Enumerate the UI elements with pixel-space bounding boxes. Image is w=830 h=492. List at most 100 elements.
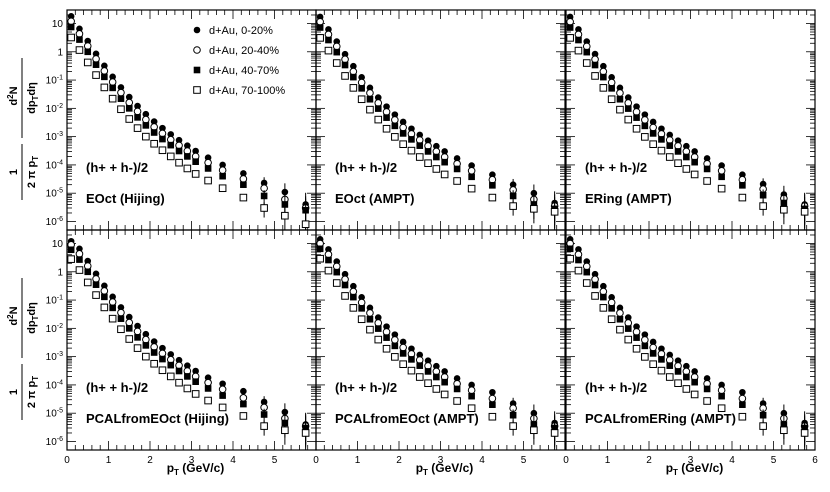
data-point (167, 361, 175, 369)
data-point (441, 368, 448, 375)
data-point (159, 344, 166, 352)
data-point (117, 84, 125, 91)
data-point (424, 137, 432, 144)
data-point (408, 125, 415, 133)
data-point (433, 153, 440, 161)
data-point (219, 161, 226, 169)
data-point (366, 105, 374, 114)
data-point (509, 411, 517, 419)
data-point (109, 73, 116, 81)
data-point (399, 350, 407, 357)
data-point (616, 84, 624, 92)
data-point (316, 254, 324, 263)
data-point (239, 412, 248, 420)
series-2 (566, 17, 809, 226)
panel-1: 10-6 10-5 10-4 10-3 10-2 10-1 1 10 (h+ + h-)/2 EO… (46, 9, 317, 231)
panel-6: 0 1 2 3 4 5 6 (h+ + h-)/2 PCALfromERing (AMPT) (563, 229, 818, 466)
data-point (219, 392, 226, 399)
data-point (374, 335, 383, 344)
data-point (399, 338, 407, 346)
data-point (407, 146, 416, 155)
x-tick-label: 2 (147, 455, 153, 466)
series-3 (67, 23, 309, 230)
data-point (624, 335, 633, 344)
data-point (780, 426, 788, 435)
x-tick-label: 1 (106, 455, 112, 466)
data-point (101, 62, 108, 70)
series-4 (316, 254, 559, 450)
series-3 (316, 24, 558, 229)
y-label-den2: dpTdη (26, 302, 40, 334)
data-point (341, 275, 349, 284)
data-point (575, 246, 582, 253)
data-point (192, 158, 199, 165)
data-point (101, 73, 108, 81)
data-point (416, 142, 424, 149)
data-point (125, 335, 134, 343)
data-point (175, 141, 183, 150)
data-point (239, 394, 248, 402)
data-point (424, 368, 432, 375)
data-point (415, 373, 424, 381)
data-point (649, 130, 657, 137)
data-point (633, 114, 640, 121)
data-point (666, 131, 674, 139)
data-point (383, 103, 390, 110)
data-point (192, 378, 199, 385)
legend-label: d+Au, 0-20% (209, 25, 273, 37)
data-point (591, 292, 599, 300)
data-point (358, 85, 365, 92)
data-point (416, 351, 424, 359)
data-point (674, 368, 682, 375)
data-point (159, 135, 166, 143)
legend-marker (193, 66, 201, 74)
data-point (92, 50, 100, 58)
data-point (690, 170, 699, 179)
data-point (509, 192, 517, 200)
data-point (382, 328, 391, 336)
data-point (624, 105, 632, 112)
data-point (324, 266, 333, 275)
data-point (658, 356, 665, 363)
data-point (759, 202, 767, 210)
x-tick-label: 4 (230, 455, 236, 466)
data-point (383, 114, 390, 121)
data-point (566, 24, 574, 31)
data-point (240, 387, 247, 395)
panel-5: 0 1 2 3 4 5 (h+ + h-)/2 PCALfromEOct (AMPT) (313, 229, 566, 466)
data-point (600, 282, 607, 290)
data-point (134, 114, 141, 121)
y-tick-label: 10 (52, 239, 64, 250)
data-point (624, 94, 632, 101)
data-point (649, 360, 657, 369)
data-point (591, 270, 599, 278)
data-point (800, 208, 809, 216)
data-point (683, 142, 690, 150)
data-point (424, 379, 432, 388)
data-point (416, 362, 424, 369)
data-point (691, 158, 698, 166)
legend: d+Au, 0-20% d+Au, 20-40% d+Au, 40-70% d+Au,… (193, 25, 285, 97)
data-point (717, 404, 726, 413)
data-point (374, 325, 382, 332)
data-point (332, 42, 341, 51)
data-point (632, 124, 641, 133)
data-point (641, 116, 649, 124)
data-point (366, 89, 374, 97)
data-point (383, 334, 390, 341)
data-point (453, 385, 461, 393)
data-point (468, 162, 475, 169)
data-point (649, 350, 657, 357)
data-point (658, 136, 665, 143)
x-tick-label: 0 (563, 455, 569, 466)
data-point (142, 335, 150, 344)
data-point (391, 336, 399, 344)
data-point (641, 133, 649, 141)
data-point (75, 30, 84, 38)
data-point (641, 336, 649, 344)
data-point (691, 368, 698, 375)
data-point (192, 147, 199, 155)
data-point (281, 211, 289, 220)
y-label-den1: 2 π pT (26, 156, 40, 188)
